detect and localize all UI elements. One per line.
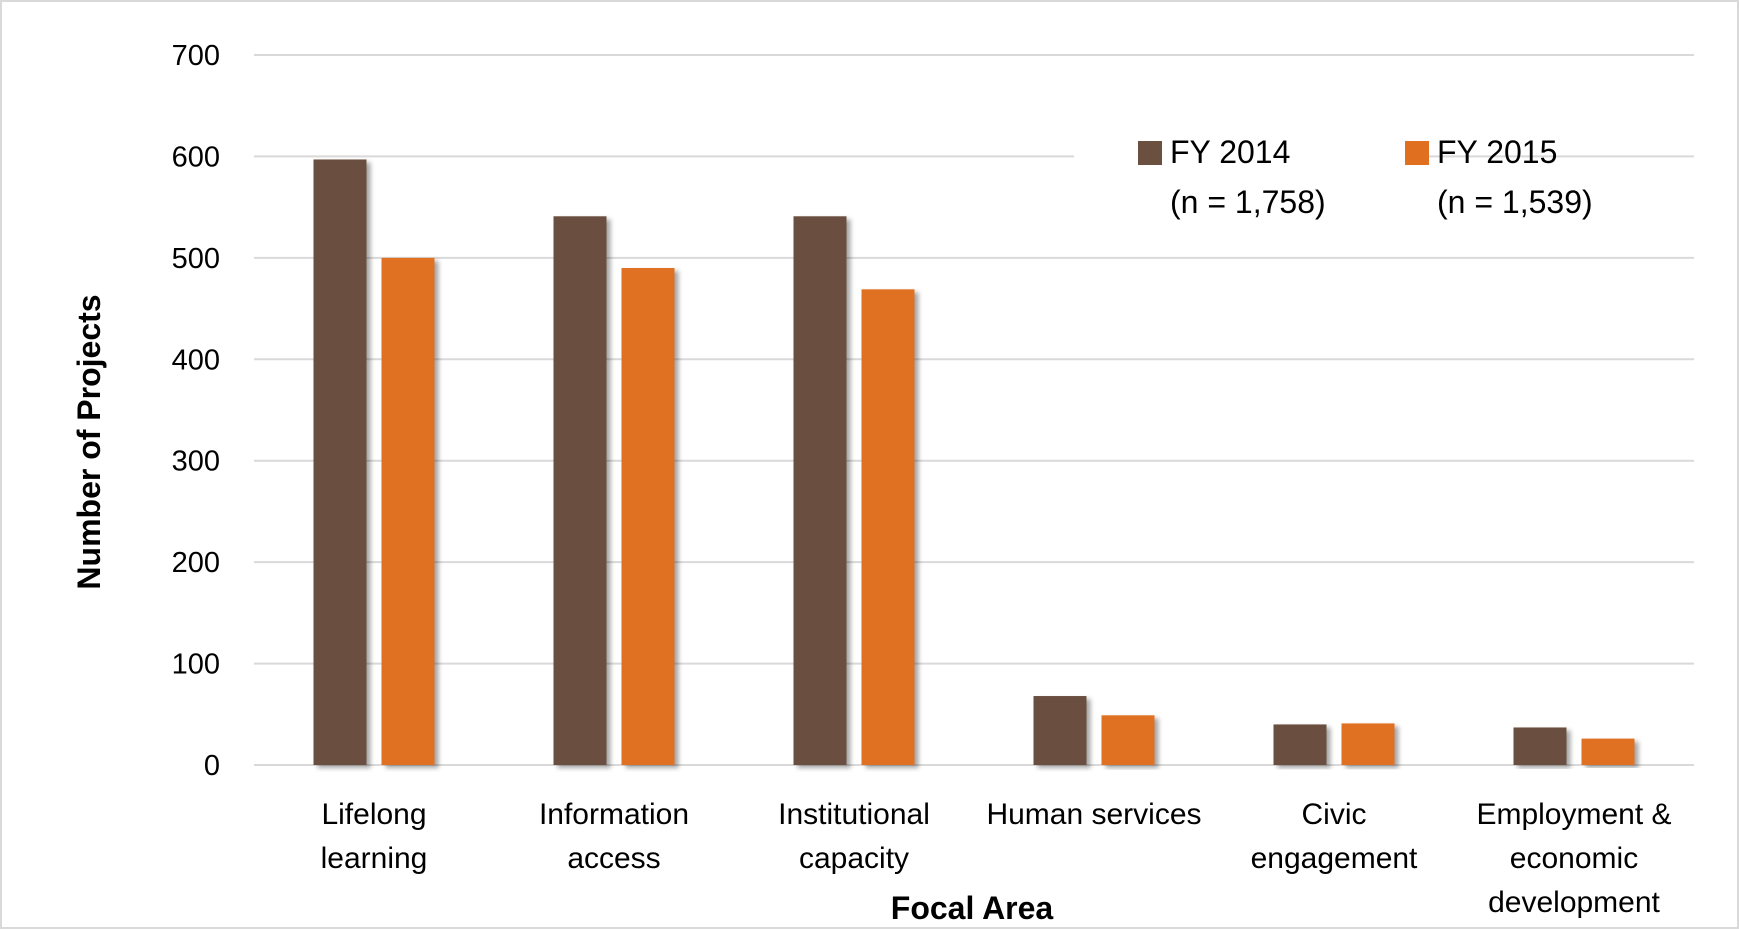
y-tick-label: 200 <box>172 547 220 579</box>
bar-fy2014-1 <box>553 216 607 765</box>
legend-swatch-fy2014 <box>1138 141 1162 165</box>
x-category-label: Institutional capacity <box>778 798 930 875</box>
x-category-label: Employment & economic development <box>1476 798 1671 919</box>
y-tick-label: 300 <box>172 446 220 478</box>
legend-note-fy2015: (n = 1,539) <box>1437 184 1593 220</box>
legend: FY 2014 (n = 1,758) FY 2015 (n = 1,539) <box>1074 130 1593 226</box>
y-tick-label: 100 <box>172 649 220 681</box>
x-category-label: Human services <box>986 798 1201 831</box>
y-tick-label: 700 <box>172 40 220 72</box>
bar-fy2015-1 <box>621 268 675 765</box>
y-axis-title: Number of Projects <box>71 294 107 589</box>
bar-fy2014-3 <box>1033 696 1087 765</box>
y-tick-label: 500 <box>172 243 220 275</box>
gridlines <box>254 54 1694 766</box>
legend-background <box>1074 130 1410 226</box>
y-tick-label: 0 <box>204 750 220 782</box>
x-axis-title: Focal Area <box>891 890 1054 926</box>
bar-fy2015-0 <box>381 257 435 765</box>
bars <box>313 159 1635 765</box>
legend-label-fy2015: FY 2015 <box>1437 134 1557 170</box>
bar-fy2015-3 <box>1101 715 1155 765</box>
x-category-label: Civic engagement <box>1251 798 1418 875</box>
x-axis-categories: Lifelong learning Information access Institu… <box>321 798 1672 919</box>
legend-label-fy2014: FY 2014 <box>1170 134 1290 170</box>
y-axis-ticks: 0 100 200 300 400 500 600 700 <box>172 40 220 782</box>
bar-fy2014-4 <box>1273 724 1327 765</box>
legend-swatch-fy2015 <box>1405 141 1429 165</box>
bar-fy2014-0 <box>313 159 367 765</box>
bar-fy2015-4 <box>1341 723 1395 765</box>
y-tick-label: 600 <box>172 141 220 173</box>
legend-note-fy2014: (n = 1,758) <box>1170 184 1326 220</box>
y-tick-label: 400 <box>172 344 220 376</box>
x-category-label: Information access <box>539 798 689 875</box>
bar-fy2014-2 <box>793 216 847 765</box>
x-category-label: Lifelong learning <box>321 798 428 875</box>
bar-fy2014-5 <box>1513 727 1567 765</box>
bar-fy2015-5 <box>1581 738 1635 765</box>
bar-fy2015-2 <box>861 289 915 765</box>
